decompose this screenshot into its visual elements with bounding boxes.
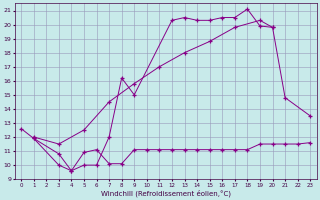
X-axis label: Windchill (Refroidissement éolien,°C): Windchill (Refroidissement éolien,°C): [101, 189, 231, 197]
